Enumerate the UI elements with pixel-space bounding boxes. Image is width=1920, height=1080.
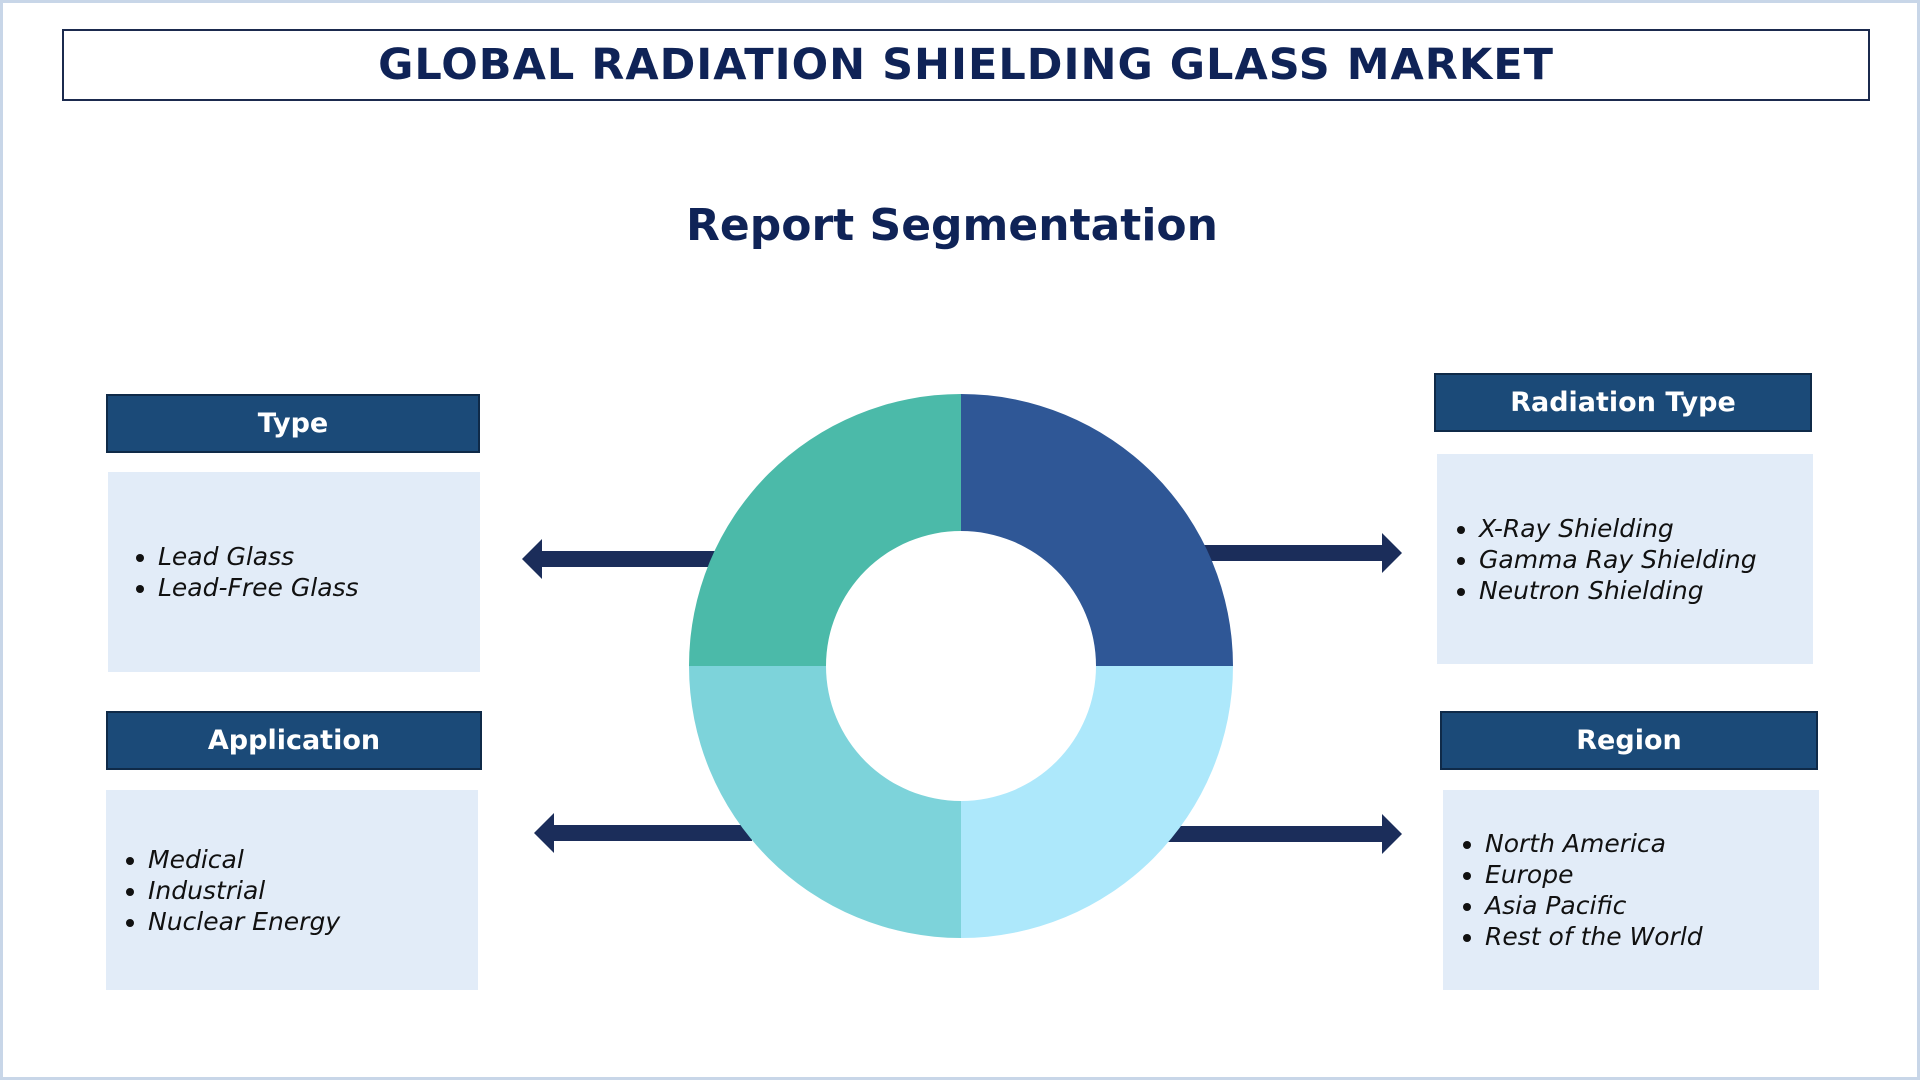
application-header: Application bbox=[106, 711, 482, 770]
list-item: Asia Pacific bbox=[1485, 890, 1703, 921]
list-item: Gamma Ray Shielding bbox=[1479, 544, 1757, 575]
page-title: GLOBAL RADIATION SHIELDING GLASS MARKET bbox=[378, 40, 1554, 90]
radiation-type-title: Radiation Type bbox=[1510, 387, 1736, 418]
donut-segment-bottom-right bbox=[961, 666, 1233, 938]
donut-segment-bottom-left bbox=[689, 666, 961, 938]
list-item: Lead Glass bbox=[158, 541, 359, 572]
type-header: Type bbox=[106, 394, 480, 453]
application-list: Medical Industrial Nuclear Energy bbox=[106, 844, 340, 937]
type-list-box: Lead Glass Lead-Free Glass bbox=[108, 472, 480, 672]
list-item: Lead-Free Glass bbox=[158, 572, 359, 603]
list-item: Neutron Shielding bbox=[1479, 575, 1757, 606]
donut-segment-top-right bbox=[961, 394, 1233, 666]
radiation-type-list-box: X-Ray Shielding Gamma Ray Shielding Neut… bbox=[1437, 454, 1813, 664]
arrow-to-type bbox=[522, 539, 720, 579]
list-item: Rest of the World bbox=[1485, 921, 1703, 952]
arrow-to-region bbox=[1160, 814, 1402, 854]
region-header: Region bbox=[1440, 711, 1818, 770]
donut-segment-top-left bbox=[689, 394, 961, 666]
radiation-type-header: Radiation Type bbox=[1434, 373, 1812, 432]
report-segmentation-heading: Report Segmentation bbox=[686, 200, 1218, 251]
list-item: X-Ray Shielding bbox=[1479, 513, 1757, 544]
region-list: North America Europe Asia Pacific Rest o… bbox=[1443, 828, 1703, 952]
radiation-type-list: X-Ray Shielding Gamma Ray Shielding Neut… bbox=[1437, 513, 1757, 606]
application-list-box: Medical Industrial Nuclear Energy bbox=[106, 790, 478, 990]
list-item: North America bbox=[1485, 828, 1703, 859]
list-item: Medical bbox=[148, 844, 340, 875]
application-title: Application bbox=[207, 725, 381, 756]
list-item: Nuclear Energy bbox=[148, 906, 340, 937]
region-title: Region bbox=[1576, 725, 1682, 756]
title-banner: GLOBAL RADIATION SHIELDING GLASS MARKET bbox=[62, 29, 1870, 101]
arrow-to-radiation-type bbox=[1200, 533, 1402, 573]
list-item: Europe bbox=[1485, 859, 1703, 890]
arrow-to-application bbox=[534, 813, 752, 853]
type-title: Type bbox=[257, 408, 329, 439]
type-list: Lead Glass Lead-Free Glass bbox=[108, 541, 359, 603]
region-list-box: North America Europe Asia Pacific Rest o… bbox=[1443, 790, 1819, 990]
list-item: Industrial bbox=[148, 875, 340, 906]
